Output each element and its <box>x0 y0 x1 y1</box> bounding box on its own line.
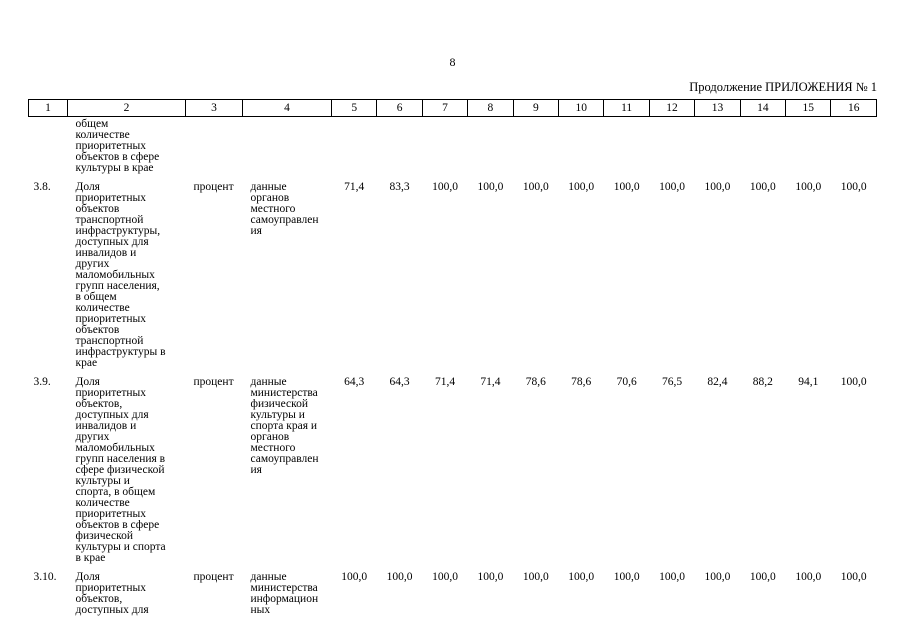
column-header: 3 <box>185 99 243 117</box>
indicator-name-cell: общем количестве приоритетных объектов в… <box>75 118 160 174</box>
table-row: 3.9. Доля приоритетных объектов, доступны… <box>29 375 877 570</box>
value-cell: 100,0 <box>432 181 458 193</box>
value-cell: 64,3 <box>344 376 365 388</box>
value-cell <box>831 117 877 181</box>
column-header: 1 <box>28 99 68 117</box>
table-row: общем количестве приоритетных объектов в… <box>29 117 877 181</box>
column-header: 15 <box>785 99 832 117</box>
value-cell: 71,4 <box>434 376 456 388</box>
value-cell: 100,0 <box>613 181 640 193</box>
indicator-name-cell: Доля приоритетных объектов, доступных дл… <box>75 571 149 616</box>
value-cell: 100,0 <box>749 181 776 193</box>
value-cell <box>740 117 785 181</box>
value-cell: 100,0 <box>659 181 685 193</box>
header-row: 1 2 3 4 5 6 7 8 9 10 11 12 13 14 15 16 <box>28 99 877 117</box>
column-header: 12 <box>648 99 696 117</box>
value-cell: 100,0 <box>704 181 731 193</box>
column-header: 16 <box>830 99 877 117</box>
source-cell: данные министерства физической культуры … <box>250 376 319 476</box>
value-cell: 100,0 <box>386 571 413 583</box>
value-cell <box>649 117 694 181</box>
value-cell: 100,0 <box>432 571 458 583</box>
value-cell <box>422 117 467 181</box>
value-cell: 71,4 <box>344 181 365 193</box>
value-cell: 78,6 <box>525 376 546 388</box>
value-cell: 83,3 <box>389 181 410 193</box>
source-cell: данные министерства информацион ных <box>250 571 319 616</box>
value-cell: 71,4 <box>480 376 501 388</box>
unit-cell: процент <box>193 571 234 583</box>
source-cell: данные органов местного самоуправлен ия <box>250 181 319 237</box>
column-header: 4 <box>242 99 332 117</box>
value-cell: 100,0 <box>341 571 368 583</box>
source-cell <box>243 117 332 181</box>
column-header: 5 <box>330 99 378 117</box>
value-cell <box>695 117 740 181</box>
value-cell: 100,0 <box>795 181 822 193</box>
column-header: 14 <box>739 99 787 117</box>
value-cell: 64,3 <box>389 376 410 388</box>
value-cell: 100,0 <box>840 571 867 583</box>
column-header: 7 <box>421 99 469 117</box>
column-header: 8 <box>467 99 514 117</box>
value-cell: 100,0 <box>568 181 595 193</box>
value-cell <box>604 117 649 181</box>
unit-cell: процент <box>193 181 234 193</box>
value-cell <box>377 117 422 181</box>
page-number: 8 <box>449 55 456 69</box>
value-cell: 100,0 <box>477 571 504 583</box>
row-number-cell: 3.8. <box>33 181 51 193</box>
column-header: 10 <box>558 99 605 117</box>
value-cell <box>559 117 604 181</box>
continuation-title: Продолжение ПРИЛОЖЕНИЯ № 1 <box>689 80 877 94</box>
column-header: 11 <box>603 99 650 117</box>
column-header: 13 <box>694 99 741 117</box>
table-row: 3.8. Доля приоритетных объектов транспорт… <box>29 180 877 375</box>
value-cell: 88,2 <box>752 376 773 388</box>
value-cell: 94,1 <box>798 376 819 388</box>
value-cell <box>786 117 831 181</box>
column-header: 6 <box>376 99 423 117</box>
value-cell: 100,0 <box>522 181 549 193</box>
unit-cell: процент <box>193 376 234 388</box>
value-cell: 100,0 <box>795 571 822 583</box>
row-number-cell: 3.10. <box>33 571 57 583</box>
value-cell: 100,0 <box>704 571 731 583</box>
value-cell: 100,0 <box>840 376 867 388</box>
row-number-cell: 3.9. <box>33 376 51 388</box>
value-cell: 100,0 <box>613 571 640 583</box>
row-number-cell <box>29 117 68 181</box>
value-cell: 100,0 <box>749 571 776 583</box>
value-cell: 70,6 <box>616 376 637 388</box>
data-table: 1 2 3 4 5 6 7 8 9 10 11 12 13 14 15 16 общем количестве… <box>28 99 877 622</box>
value-cell: 100,0 <box>568 571 595 583</box>
value-cell: 100,0 <box>522 571 549 583</box>
value-cell: 82,4 <box>707 376 728 388</box>
value-cell <box>468 117 513 181</box>
indicator-name-cell: Доля приоритетных объектов, доступных дл… <box>75 376 166 564</box>
value-cell: 100,0 <box>477 181 504 193</box>
unit-cell <box>186 117 243 181</box>
indicator-name-cell: Доля приоритетных объектов транспортной … <box>75 181 166 369</box>
value-cell: 100,0 <box>840 181 867 193</box>
value-cell: 78,6 <box>571 376 592 388</box>
column-header: 9 <box>512 99 560 117</box>
value-cell: 100,0 <box>659 571 685 583</box>
value-cell <box>332 117 377 181</box>
value-cell: 76,5 <box>661 376 683 388</box>
value-cell <box>513 117 558 181</box>
table-body: общем количестве приоритетных объектов в… <box>29 117 877 623</box>
column-header: 2 <box>67 99 186 117</box>
table-row: 3.10. Доля приоритетных объектов, доступн… <box>29 570 877 622</box>
